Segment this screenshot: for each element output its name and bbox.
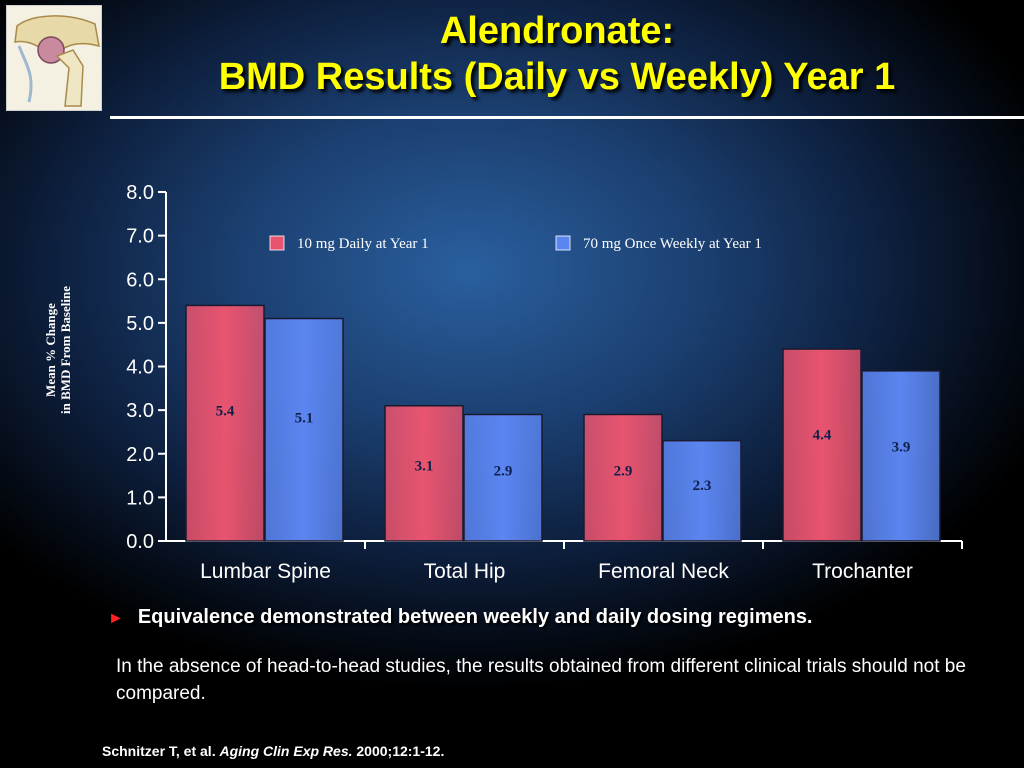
title-divider [110, 116, 1024, 119]
bar-value-label: 2.3 [693, 478, 712, 494]
legend-swatch [269, 235, 285, 251]
bar-chart: 0.0 1.0 2.0 3.0 4.0 5.0 6.0 7.0 8.0 5.4 5.1 Lumbar … [126, 182, 941, 583]
bar-value-label: 5.1 [295, 411, 314, 427]
citation-ref: 2000;12:1-12. [356, 743, 445, 759]
y-tick-label: 1.0 [126, 487, 154, 509]
legend-label: 10 mg Daily at Year 1 [297, 236, 429, 252]
bar-value-label: 5.4 [216, 403, 235, 419]
bar-weekly [861, 370, 941, 542]
legend-label: 70 mg Once Weekly at Year 1 [583, 236, 762, 252]
bar-daily [583, 413, 663, 542]
slide-title-line-1: Alendronate: [439, 10, 675, 52]
caveat-note: In the absence of head-to-head studies, … [116, 656, 966, 704]
bar-value-label: 3.1 [415, 459, 434, 475]
y-tick-label: 5.0 [126, 313, 154, 335]
bar-daily [185, 304, 265, 542]
y-tick-label: 4.0 [126, 357, 154, 379]
legend-swatch [555, 235, 571, 251]
y-tick-label: 7.0 [126, 226, 154, 248]
y-tick-label: 3.0 [126, 400, 154, 422]
citation-journal: Aging Clin Exp Res. [219, 743, 353, 759]
key-finding: ► Equivalence demonstrated between weekly… [108, 606, 1008, 629]
y-tick-label: 2.0 [126, 444, 154, 466]
x-category-label: Total Hip [424, 560, 506, 583]
bar-weekly [264, 317, 344, 542]
x-category-label: Trochanter [812, 560, 913, 583]
bar-weekly [463, 413, 543, 542]
slide-title-line-2: BMD Results (Daily vs Weekly) Year 1 [218, 56, 896, 98]
hip-bone-illustration-icon [6, 5, 102, 111]
bar-value-label: 2.9 [494, 463, 513, 479]
slide-title: Alendronate: BMD Results (Daily vs Weekl… [110, 8, 1004, 100]
y-tick-label: 8.0 [126, 182, 154, 204]
citation-authors: Schnitzer T, et al. [102, 743, 216, 759]
y-tick-label: 0.0 [126, 531, 154, 553]
bar-value-label: 3.9 [892, 439, 911, 455]
x-category-label: Femoral Neck [598, 560, 729, 583]
x-category-label: Lumbar Spine [200, 560, 331, 583]
y-tick-label: 6.0 [126, 269, 154, 291]
citation: Schnitzer T, et al. Aging Clin Exp Res. … [102, 743, 444, 759]
key-finding-text: Equivalence demonstrated between weekly … [137, 606, 813, 628]
bar-value-label: 2.9 [614, 463, 633, 479]
bar-weekly [662, 439, 742, 542]
bar-daily [384, 405, 464, 542]
bar-value-label: 4.4 [813, 427, 832, 443]
bar-daily [782, 348, 862, 542]
bullet-arrow-icon: ► [108, 610, 124, 627]
